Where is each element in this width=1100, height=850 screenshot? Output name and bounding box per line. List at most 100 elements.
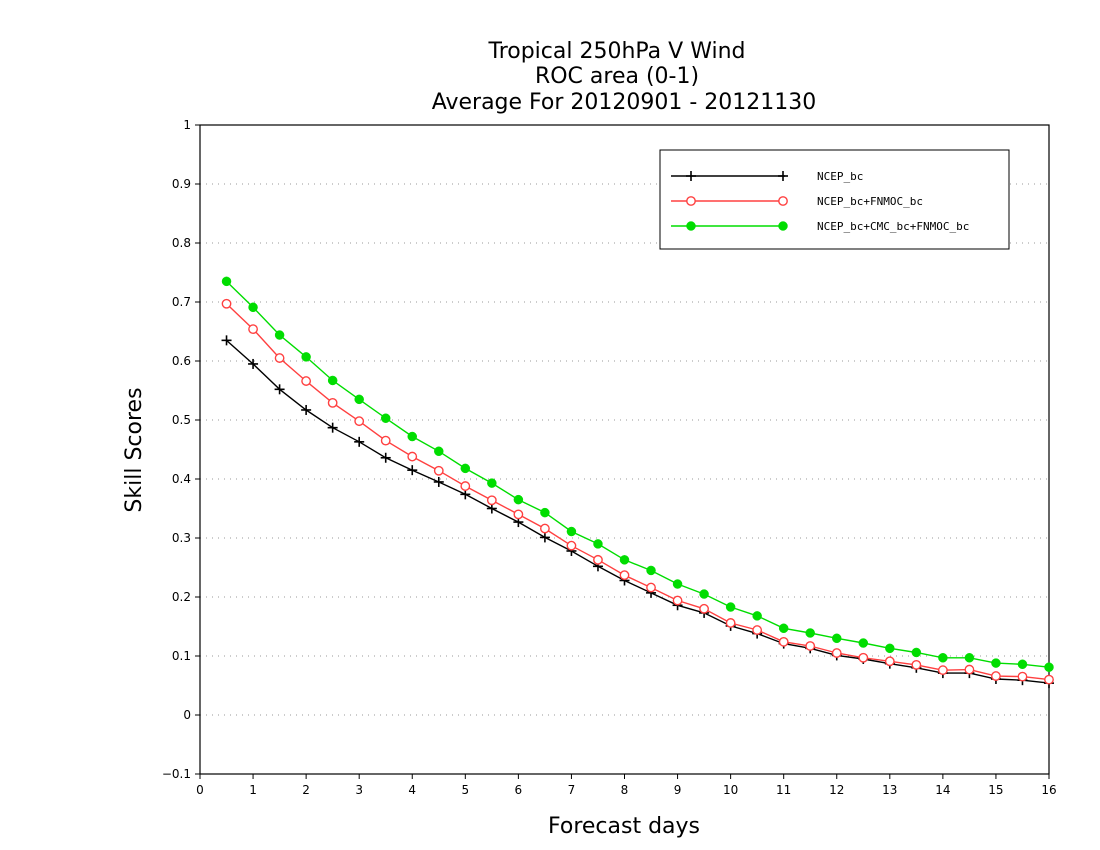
legend-label: NCEP_bc+FNMOC_bc bbox=[817, 195, 923, 208]
x-tick-label: 6 bbox=[515, 783, 523, 797]
x-axis-label: Forecast days bbox=[548, 814, 700, 839]
data-point-filled-circle bbox=[274, 330, 285, 340]
data-point-open-circle bbox=[248, 324, 258, 335]
y-tick-label: 1 bbox=[183, 118, 191, 132]
x-tick-label: 16 bbox=[1041, 783, 1056, 797]
data-point-plus bbox=[486, 503, 497, 514]
data-point-open-circle bbox=[937, 665, 948, 676]
data-point-filled-circle bbox=[858, 638, 869, 648]
data-point-filled-circle bbox=[646, 565, 656, 576]
chart-title-line-1: Tropical 250hPa V Wind bbox=[487, 39, 745, 64]
data-point-open-circle bbox=[327, 397, 338, 408]
data-point-plus bbox=[407, 465, 418, 476]
data-point-filled-circle bbox=[832, 633, 842, 644]
y-tick-label: −0.1 bbox=[162, 767, 191, 781]
x-tick-label: 0 bbox=[196, 783, 204, 797]
data-point-open-circle bbox=[672, 595, 683, 606]
data-point-open-circle bbox=[778, 636, 789, 647]
data-point-filled-circle bbox=[686, 221, 696, 231]
x-tick-label: 1 bbox=[249, 783, 257, 797]
data-point-filled-circle bbox=[354, 394, 364, 405]
data-point-open-circle bbox=[699, 603, 709, 614]
data-point-open-circle bbox=[380, 435, 391, 446]
data-point-filled-circle bbox=[248, 302, 258, 313]
data-point-open-circle bbox=[1017, 671, 1028, 682]
data-point-plus bbox=[380, 452, 391, 463]
data-point-filled-circle bbox=[778, 221, 788, 231]
chart-title-line-2: ROC area (0-1) bbox=[535, 64, 699, 89]
series-line bbox=[226, 303, 1050, 681]
series-1 bbox=[221, 298, 1054, 685]
legend-label: NCEP_bc bbox=[817, 170, 863, 183]
y-tick-label: 0.2 bbox=[172, 590, 191, 604]
data-point-open-circle bbox=[831, 648, 842, 658]
data-point-filled-circle bbox=[301, 352, 311, 362]
data-point-filled-circle bbox=[380, 413, 391, 423]
data-point-open-circle bbox=[884, 656, 895, 667]
data-point-open-circle bbox=[274, 353, 285, 363]
data-series bbox=[221, 276, 1054, 689]
y-axis-label: Skill Scores bbox=[122, 387, 147, 512]
data-point-open-circle bbox=[805, 641, 816, 651]
data-point-plus bbox=[539, 532, 550, 543]
data-point-plus bbox=[248, 358, 259, 369]
data-point-filled-circle bbox=[593, 539, 603, 549]
data-point-filled-circle bbox=[805, 628, 815, 638]
data-point-plus bbox=[433, 476, 444, 487]
data-point-plus bbox=[460, 489, 471, 500]
data-point-open-circle bbox=[646, 582, 656, 593]
data-point-open-circle bbox=[725, 618, 736, 628]
data-point-open-circle bbox=[964, 664, 975, 675]
x-tick-label: 5 bbox=[461, 783, 469, 797]
data-point-open-circle bbox=[433, 465, 444, 476]
data-point-open-circle bbox=[619, 570, 630, 581]
y-tick-label: 0.9 bbox=[172, 177, 191, 191]
data-point-open-circle bbox=[460, 481, 471, 491]
data-point-open-circle bbox=[752, 625, 763, 635]
series-0 bbox=[221, 335, 1054, 689]
data-point-plus bbox=[778, 171, 788, 181]
data-point-open-circle bbox=[778, 196, 788, 206]
data-point-filled-circle bbox=[327, 375, 338, 386]
x-tick-label: 12 bbox=[829, 783, 844, 797]
x-tick-label: 13 bbox=[882, 783, 897, 797]
y-tick-label: 0.4 bbox=[172, 472, 191, 486]
data-point-filled-circle bbox=[752, 611, 762, 621]
data-point-plus bbox=[327, 422, 338, 433]
data-point-filled-circle bbox=[699, 589, 709, 599]
x-tick-label: 8 bbox=[621, 783, 629, 797]
x-tick-label: 15 bbox=[988, 783, 1003, 797]
data-point-filled-circle bbox=[938, 653, 948, 663]
data-point-plus bbox=[354, 436, 365, 447]
data-point-filled-circle bbox=[964, 653, 975, 663]
data-point-open-circle bbox=[858, 652, 869, 663]
data-point-filled-circle bbox=[434, 446, 444, 457]
data-point-plus bbox=[686, 171, 696, 181]
data-point-filled-circle bbox=[540, 507, 550, 518]
series-line bbox=[226, 339, 1050, 684]
data-point-open-circle bbox=[686, 196, 696, 206]
data-point-open-circle bbox=[540, 523, 550, 534]
y-tick-label: 0.1 bbox=[172, 649, 191, 663]
series-2 bbox=[221, 276, 1054, 672]
data-point-filled-circle bbox=[885, 643, 895, 654]
data-point-filled-circle bbox=[1044, 662, 1054, 672]
data-point-filled-circle bbox=[991, 658, 1001, 668]
data-point-plus bbox=[301, 404, 312, 415]
series-line bbox=[226, 280, 1050, 668]
x-tick-label: 10 bbox=[723, 783, 738, 797]
legend-label: NCEP_bc+CMC_bc+FNMOC_bc bbox=[817, 220, 969, 233]
chart-title-line-3: Average For 20120901 - 20121130 bbox=[432, 90, 817, 115]
x-tick-label: 3 bbox=[355, 783, 363, 797]
data-point-filled-circle bbox=[619, 555, 630, 565]
x-tick-label: 7 bbox=[568, 783, 576, 797]
data-point-filled-circle bbox=[407, 431, 417, 442]
data-point-open-circle bbox=[407, 451, 418, 462]
data-point-plus bbox=[221, 335, 232, 346]
data-point-filled-circle bbox=[487, 478, 497, 488]
y-tick-label: 0.3 bbox=[172, 531, 191, 545]
x-tick-label: 2 bbox=[302, 783, 310, 797]
data-point-filled-circle bbox=[672, 579, 683, 589]
y-tick-label: 0.8 bbox=[172, 236, 191, 250]
